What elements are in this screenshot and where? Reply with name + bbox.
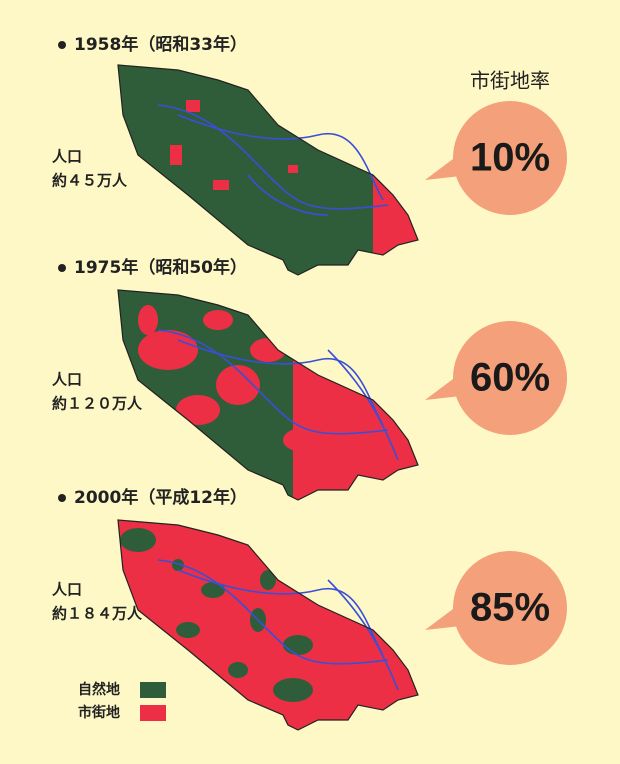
natural-area	[228, 662, 248, 678]
river	[177, 339, 384, 426]
river	[247, 174, 329, 216]
panel: 2000年（平成12年） 人口 約１８４万人 85%	[52, 487, 567, 731]
bubble	[453, 321, 567, 435]
natural-area	[176, 622, 200, 638]
population-label: 人口	[52, 371, 82, 389]
population-label: 人口	[52, 581, 82, 599]
urban-area	[216, 365, 260, 405]
map	[117, 519, 419, 731]
population: 約１２０万人	[52, 395, 143, 413]
bullet	[58, 264, 66, 272]
natural-area	[172, 559, 184, 571]
urban-area	[213, 180, 229, 190]
natural-area	[273, 678, 313, 702]
river	[157, 329, 389, 435]
urban-area	[186, 100, 200, 112]
legend: 自然地 市街地	[78, 681, 166, 721]
urban-area	[288, 165, 298, 173]
natural-area	[120, 528, 156, 552]
legend-label: 自然地	[78, 681, 120, 698]
rate-title: 市街地率	[470, 69, 550, 93]
population: 約４５万人	[52, 172, 128, 190]
rate: 10%	[470, 136, 550, 180]
population-label: 人口	[52, 148, 82, 166]
urban-area	[176, 395, 220, 425]
bullet	[58, 41, 66, 49]
natural-area	[201, 582, 225, 598]
urban-area	[138, 330, 198, 370]
legend-swatch	[140, 705, 166, 721]
river	[157, 104, 389, 210]
natural-area	[260, 570, 276, 590]
year-label: 1958年（昭和33年）	[74, 34, 247, 55]
river	[177, 569, 384, 656]
legend-label: 市街地	[78, 704, 120, 721]
river	[157, 559, 389, 665]
year-label: 1975年（昭和50年）	[74, 257, 247, 278]
bullet	[58, 494, 66, 502]
legend-swatch	[140, 682, 166, 698]
population: 約１８４万人	[52, 605, 143, 623]
year-label: 2000年（平成12年）	[74, 487, 247, 508]
rate: 85%	[470, 586, 550, 630]
urban-area	[283, 428, 323, 452]
natural-area	[283, 635, 313, 655]
urban-area	[170, 145, 182, 165]
river	[177, 114, 384, 201]
urban-area	[138, 305, 158, 335]
urban-area	[203, 310, 233, 330]
bubble	[453, 101, 567, 215]
bubble	[453, 551, 567, 665]
rate: 60%	[470, 356, 550, 400]
